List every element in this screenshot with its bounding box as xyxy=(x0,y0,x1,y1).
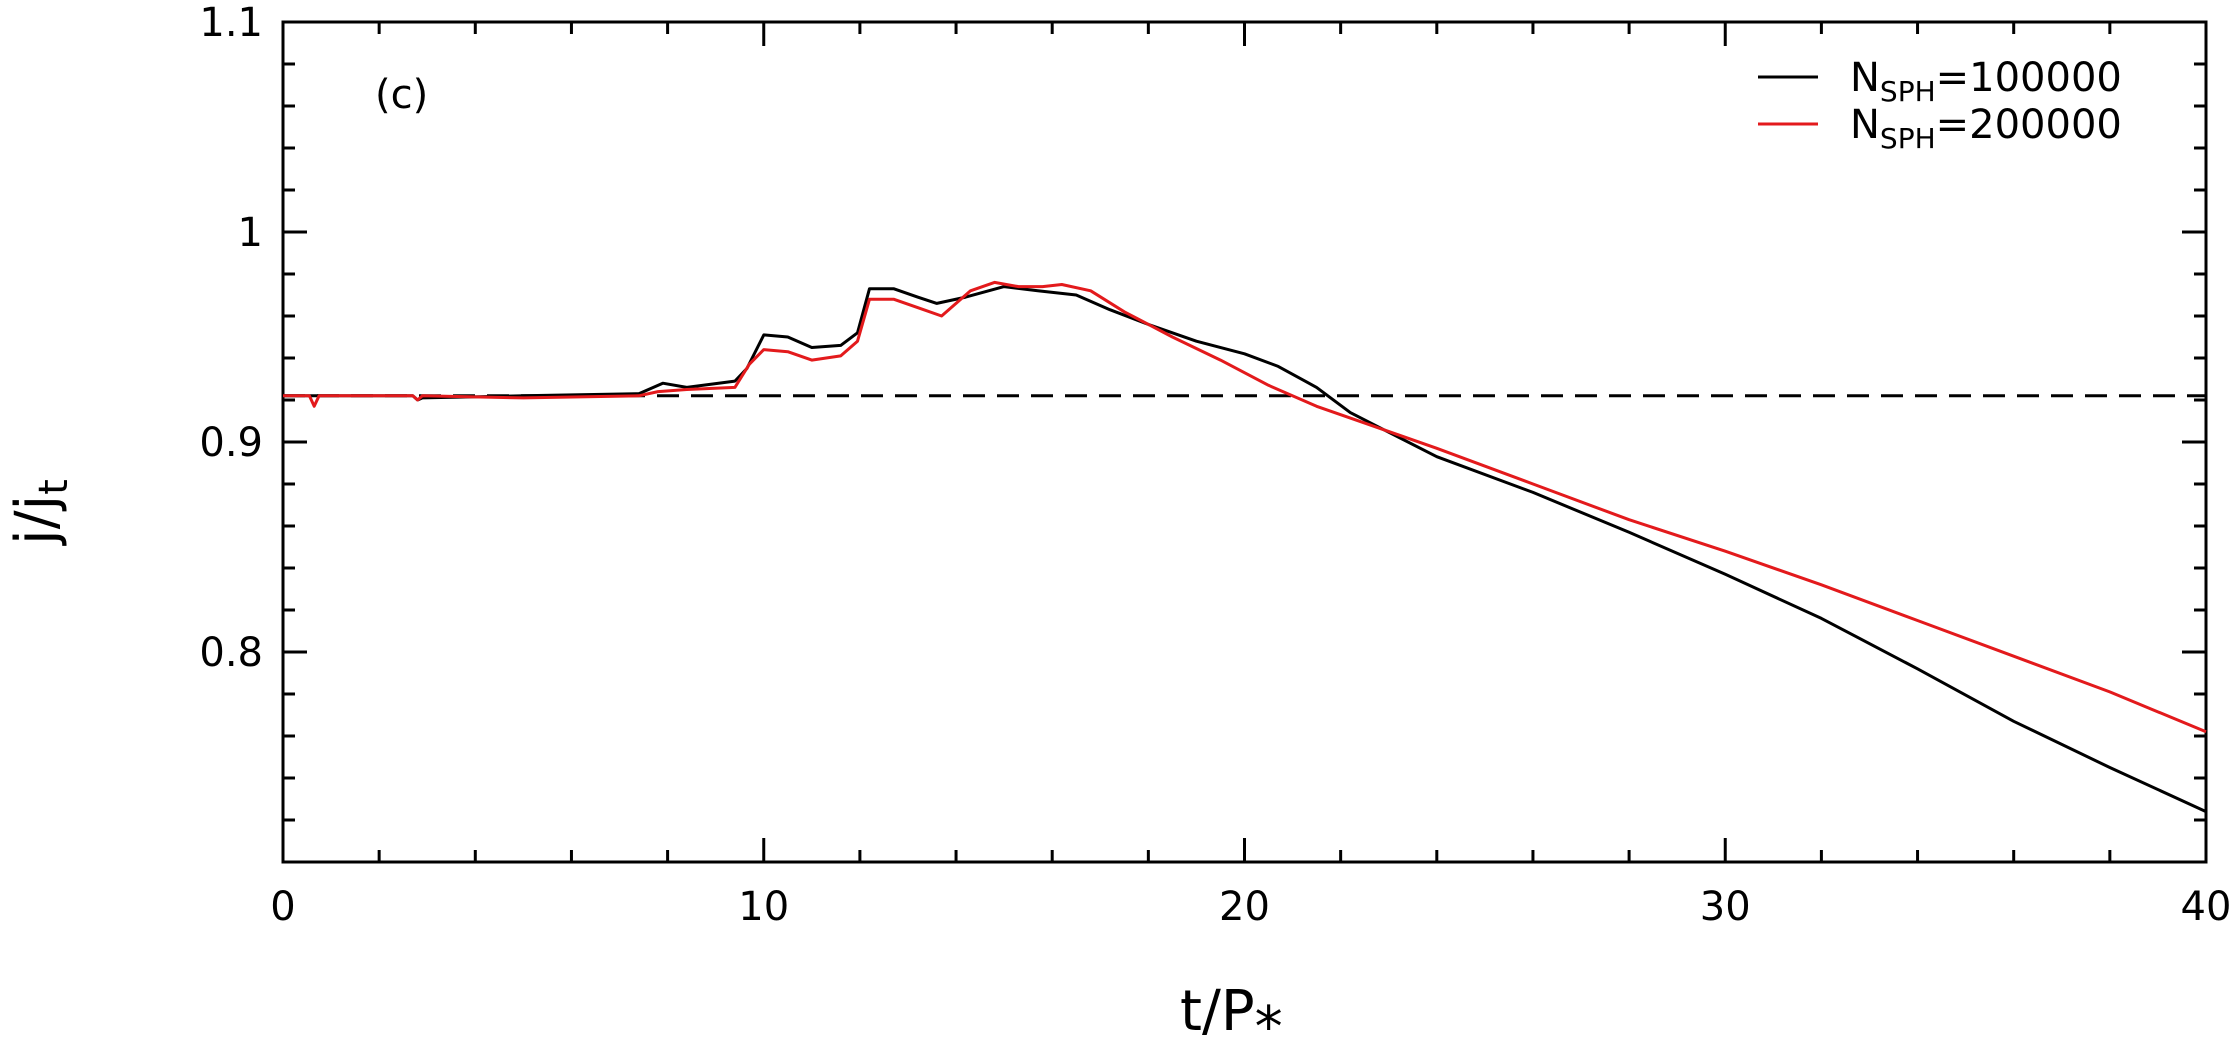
legend-series-2-suffix: =200000 xyxy=(1936,102,2122,148)
y-tick-label: 0.9 xyxy=(199,420,263,466)
x-tick-label: 10 xyxy=(738,884,789,930)
legend: NSPH=100000 NSPH=200000 xyxy=(1758,55,2122,155)
y-tick-label: 1 xyxy=(238,210,263,256)
x-tick-label: 0 xyxy=(270,884,295,930)
legend-label-series-2: NSPH=200000 xyxy=(1850,102,2122,155)
legend-label-series-1: NSPH=100000 xyxy=(1850,55,2122,108)
series-group xyxy=(283,280,2207,813)
x-axis-label: t/P* xyxy=(1180,979,1283,1054)
x-tick-label: 40 xyxy=(2181,884,2229,930)
legend-series-2-subscript: SPH xyxy=(1880,122,1936,155)
x-axis-label-main: t/P xyxy=(1180,979,1255,1044)
x-axis-label-subscript: * xyxy=(1255,995,1283,1054)
legend-series-1-name: N xyxy=(1850,55,1880,101)
legend-series-1-subscript: SPH xyxy=(1880,75,1936,108)
y-axis-label-main: j/j xyxy=(4,495,69,547)
x-tick-label: 30 xyxy=(1700,884,1751,930)
series-line-2 xyxy=(283,280,2207,734)
legend-series-1-suffix: =100000 xyxy=(1936,55,2122,101)
axis-tick-labels: 0 10 20 30 40 0.8 0.9 1 1.1 xyxy=(199,0,2229,930)
axis-ticks xyxy=(281,20,2208,864)
y-axis-label: j/jt xyxy=(4,479,77,547)
y-tick-label: 0.8 xyxy=(199,630,263,676)
x-tick-label: 20 xyxy=(1219,884,1270,930)
y-tick-label: 1.1 xyxy=(199,0,263,46)
y-axis-label-subscript: t xyxy=(31,479,77,495)
legend-series-2-name: N xyxy=(1850,102,1880,148)
series-line-1 xyxy=(283,285,2207,813)
panel-label: (c) xyxy=(375,72,428,118)
